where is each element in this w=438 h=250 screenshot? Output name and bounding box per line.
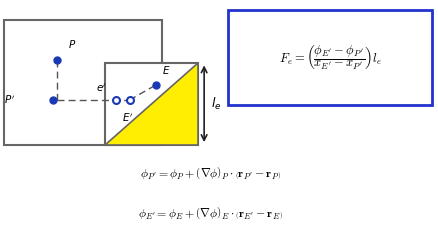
Text: $\phi_{E'} = \phi_E + \left(\nabla\phi\right)_E \cdot \left(\mathbf{r}_{E'} - \m: $\phi_{E'} = \phi_E + \left(\nabla\phi\r… [138,206,283,222]
Text: $E'$: $E'$ [122,111,133,124]
Bar [228,10,431,105]
Text: $\phi_{P'} = \phi_P + \left(\nabla\phi\right)_P \cdot \left(\mathbf{r}_{P'} - \m: $\phi_{P'} = \phi_P + \left(\nabla\phi\r… [140,166,281,182]
Text: $P$: $P$ [68,38,76,50]
Text: $e'$: $e'$ [95,81,106,94]
Bar [4,20,162,145]
Text: $F_e = \left(\dfrac{\phi_{E'} - \phi_{P'}}{x_{E'} - x_{P'}}\right) l_e$: $F_e = \left(\dfrac{\phi_{E'} - \phi_{P'… [278,44,381,72]
Text: $E$: $E$ [162,64,170,76]
Polygon shape [105,62,197,145]
Text: $P'$: $P'$ [4,94,15,106]
Text: $l_e$: $l_e$ [210,96,221,112]
Bar [105,62,197,145]
